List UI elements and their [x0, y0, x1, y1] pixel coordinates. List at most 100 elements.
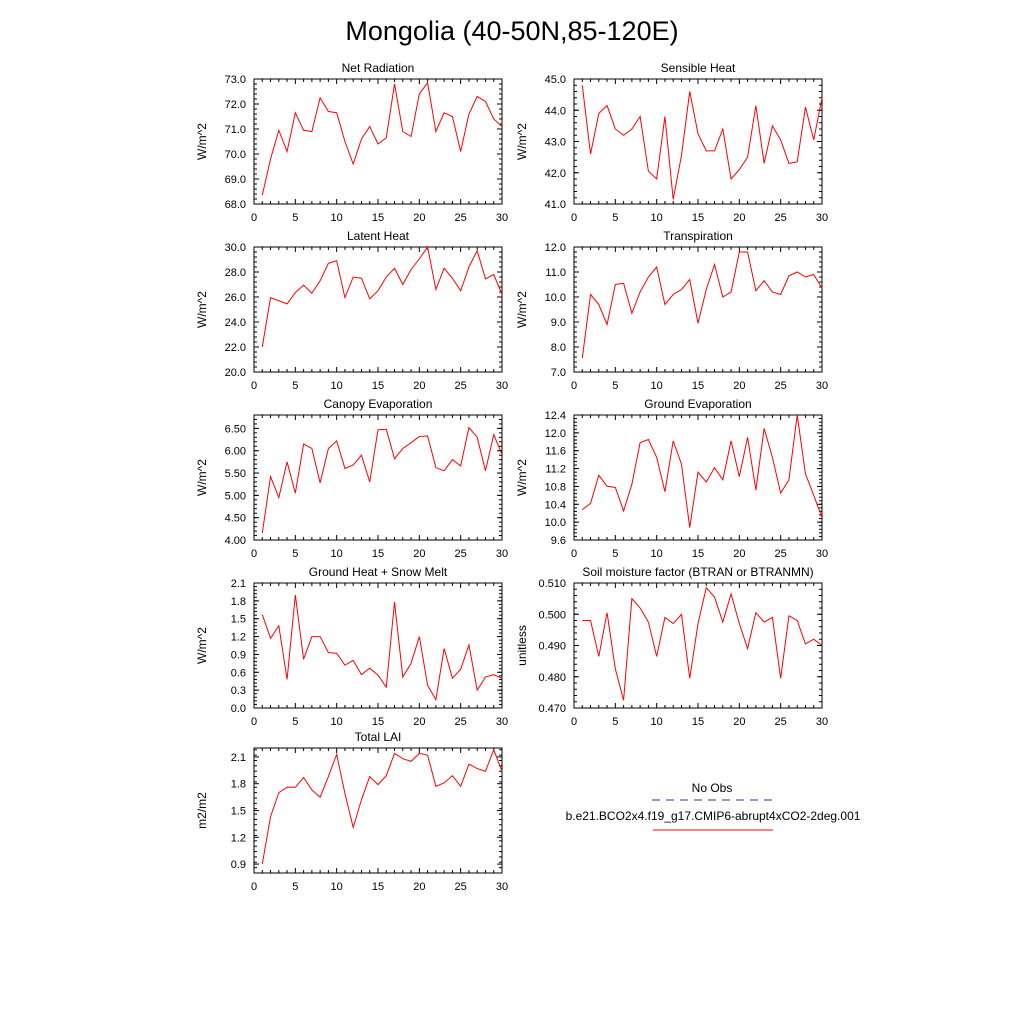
- panel-ground-heat-snow-melt-ytick-label: 0.6: [231, 667, 246, 679]
- panel-total-lai: Total LAI m2/m2 0 5 10 15 20 25 30 0.9 1.2 1.5 1.8 2.…: [195, 730, 508, 893]
- panel-canopy-evaporation: Canopy Evaporation W/m^2 0 5 10 15 20 25 30 4.00 4…: [195, 397, 508, 560]
- panel-total-lai-ytick-label: 2.1: [231, 752, 246, 764]
- panel-ground-heat-snow-melt-xtick-label: 25: [455, 716, 467, 728]
- panel-sensible-heat-title: Sensible Heat: [661, 61, 736, 75]
- panel-net-radiation-ytick-label: 72.0: [225, 99, 246, 111]
- panel-soil-moisture-factor-btran-or-btranmn-ylabel: unitless: [515, 625, 529, 666]
- panel-transpiration-ytick-label: 10.0: [545, 292, 566, 304]
- panel-latent-heat-frame: [253, 246, 503, 373]
- panel-latent-heat-ytick-label: 24.0: [225, 317, 246, 329]
- panel-total-lai-xtick-label: 10: [331, 881, 343, 893]
- panel-sensible-heat-xtick-label: 5: [612, 212, 618, 224]
- panel-ground-heat-snow-melt-ytick-label: 0.3: [231, 685, 246, 697]
- panel-ground-evaporation-xtick-label: 0: [571, 548, 577, 560]
- panel-total-lai-title: Total LAI: [355, 730, 402, 744]
- panel-latent-heat-xtick-label: 10: [331, 380, 343, 392]
- panel-soil-moisture-factor-btran-or-btranmn-xtick-label: 20: [733, 716, 745, 728]
- panel-transpiration-title: Transpiration: [663, 229, 733, 243]
- panel-net-radiation-xtick-label: 25: [455, 212, 467, 224]
- panel-ground-evaporation-xtick-label: 30: [816, 548, 828, 560]
- panel-latent-heat-xtick-label: 15: [372, 380, 384, 392]
- panel-soil-moisture-factor-btran-or-btranmn-ytick-label: 0.490: [538, 641, 566, 653]
- panel-canopy-evaporation-xtick-label: 20: [413, 548, 425, 560]
- panel-ground-evaporation-ytick-label: 10.8: [545, 481, 566, 493]
- panel-latent-heat-series-line: [261, 245, 503, 348]
- panel-ground-evaporation-series-line: [581, 414, 823, 528]
- panel-latent-heat-title: Latent Heat: [347, 229, 410, 243]
- panel-transpiration-ytick-label: 8.0: [551, 342, 566, 354]
- panel-net-radiation-xtick-label: 30: [496, 212, 508, 224]
- legend-label-obs: No Obs: [692, 781, 733, 795]
- panel-latent-heat-xtick-label: 30: [496, 380, 508, 392]
- panel-soil-moisture-factor-btran-or-btranmn-ytick-label: 0.500: [538, 609, 566, 621]
- panel-transpiration-ytick-label: 7.0: [551, 367, 566, 379]
- panel-transpiration-series-line: [581, 251, 823, 359]
- panel-sensible-heat-ytick-label: 42.0: [545, 168, 566, 180]
- panel-latent-heat-ytick-label: 26.0: [225, 292, 246, 304]
- panel-ground-evaporation-ytick-label: 10.0: [545, 517, 566, 529]
- panel-ground-heat-snow-melt-xtick-label: 0: [251, 716, 257, 728]
- panel-sensible-heat: Sensible Heat W/m^2 0 5 10 15 20 25 30 41.0 42.0 43…: [515, 61, 828, 224]
- panel-ground-heat-snow-melt-xtick-label: 20: [413, 716, 425, 728]
- panel-soil-moisture-factor-btran-or-btranmn-xtick-label: 5: [612, 716, 618, 728]
- panel-net-radiation-ytick-label: 68.0: [225, 199, 246, 211]
- panel-soil-moisture-factor-btran-or-btranmn-xtick-label: 25: [775, 716, 787, 728]
- panel-ground-heat-snow-melt-ytick-label: 1.8: [231, 596, 246, 608]
- panel-ground-evaporation-xtick-label: 20: [733, 548, 745, 560]
- panel-canopy-evaporation-ytick-label: 4.00: [225, 535, 246, 547]
- panel-ground-evaporation-xtick-label: 15: [692, 548, 704, 560]
- panel-total-lai-frame: [253, 747, 503, 874]
- panel-ground-evaporation-ytick-label: 12.4: [545, 410, 566, 422]
- panel-net-radiation-ytick-label: 69.0: [225, 174, 246, 186]
- panel-transpiration-xtick-label: 5: [612, 380, 618, 392]
- panel-soil-moisture-factor-btran-or-btranmn-ytick-label: 0.470: [538, 703, 566, 715]
- panel-soil-moisture-factor-btran-or-btranmn: Soil moisture factor (BTRAN or BTRANMN) u…: [515, 565, 828, 728]
- panel-sensible-heat-ytick-label: 41.0: [545, 199, 566, 211]
- panel-soil-moisture-factor-btran-or-btranmn-ytick-label: 0.510: [538, 578, 566, 590]
- panel-ground-evaporation-xtick-label: 25: [775, 548, 787, 560]
- panel-latent-heat-ylabel: W/m^2: [195, 291, 209, 328]
- panel-ground-heat-snow-melt-xtick-label: 10: [331, 716, 343, 728]
- panel-ground-evaporation-title: Ground Evaporation: [644, 397, 751, 411]
- panel-ground-heat-snow-melt-ytick-label: 0.9: [231, 649, 246, 661]
- panel-transpiration-xtick-label: 0: [571, 380, 577, 392]
- panel-sensible-heat-xtick-label: 10: [651, 212, 663, 224]
- panel-transpiration-xtick-label: 15: [692, 380, 704, 392]
- panel-canopy-evaporation-xtick-label: 15: [372, 548, 384, 560]
- panel-total-lai-ylabel: m2/m2: [195, 792, 209, 829]
- panel-canopy-evaporation-xtick-label: 30: [496, 548, 508, 560]
- panel-soil-moisture-factor-btran-or-btranmn-xtick-label: 30: [816, 716, 828, 728]
- figure-title: Mongolia (40-50N,85-120E): [345, 16, 678, 46]
- panel-net-radiation-ytick-label: 70.0: [225, 149, 246, 161]
- panel-total-lai-xtick-label: 5: [292, 881, 298, 893]
- panel-canopy-evaporation-xtick-label: 0: [251, 548, 257, 560]
- panel-ground-evaporation-ytick-label: 9.6: [551, 535, 566, 547]
- panels: Net Radiation W/m^2 0 5 10 15 20 25 30 68.0 69.0 70…: [195, 61, 828, 893]
- panel-ground-evaporation-xtick-label: 10: [651, 548, 663, 560]
- panel-sensible-heat-series-line: [581, 85, 823, 200]
- panel-sensible-heat-ytick-label: 43.0: [545, 137, 566, 149]
- panel-canopy-evaporation-ylabel: W/m^2: [195, 459, 209, 496]
- panel-total-lai-xtick-label: 0: [251, 881, 257, 893]
- panel-ground-heat-snow-melt-xtick-label: 15: [372, 716, 384, 728]
- panel-sensible-heat-frame: [573, 78, 823, 205]
- panel-canopy-evaporation-series-line: [261, 426, 503, 534]
- panel-canopy-evaporation-xtick-label: 25: [455, 548, 467, 560]
- panel-ground-evaporation: Ground Evaporation W/m^2 0 5 10 15 20 25 30 9.6 10…: [515, 397, 828, 560]
- panel-latent-heat: Latent Heat W/m^2 0 5 10 15 20 25 30 20.0 22.0 24.0…: [195, 229, 508, 392]
- panel-sensible-heat-xtick-label: 30: [816, 212, 828, 224]
- panel-ground-heat-snow-melt-ytick-label: 2.1: [231, 578, 246, 590]
- panel-ground-evaporation-ylabel: W/m^2: [515, 459, 529, 496]
- panel-net-radiation-xtick-label: 15: [372, 212, 384, 224]
- panel-soil-moisture-factor-btran-or-btranmn-xtick-label: 10: [651, 716, 663, 728]
- panel-canopy-evaporation-ytick-label: 6.00: [225, 446, 246, 458]
- panel-net-radiation-frame: [253, 78, 503, 205]
- panel-total-lai-series-line: [261, 748, 503, 865]
- panel-ground-heat-snow-melt-ytick-label: 0.0: [231, 703, 246, 715]
- panel-soil-moisture-factor-btran-or-btranmn-xtick-label: 15: [692, 716, 704, 728]
- panel-total-lai-ytick-label: 1.8: [231, 779, 246, 791]
- panel-transpiration-ytick-label: 12.0: [545, 242, 566, 254]
- panel-canopy-evaporation-xtick-label: 10: [331, 548, 343, 560]
- panel-total-lai-ytick-label: 0.9: [231, 859, 246, 871]
- panel-sensible-heat-ytick-label: 44.0: [545, 105, 566, 117]
